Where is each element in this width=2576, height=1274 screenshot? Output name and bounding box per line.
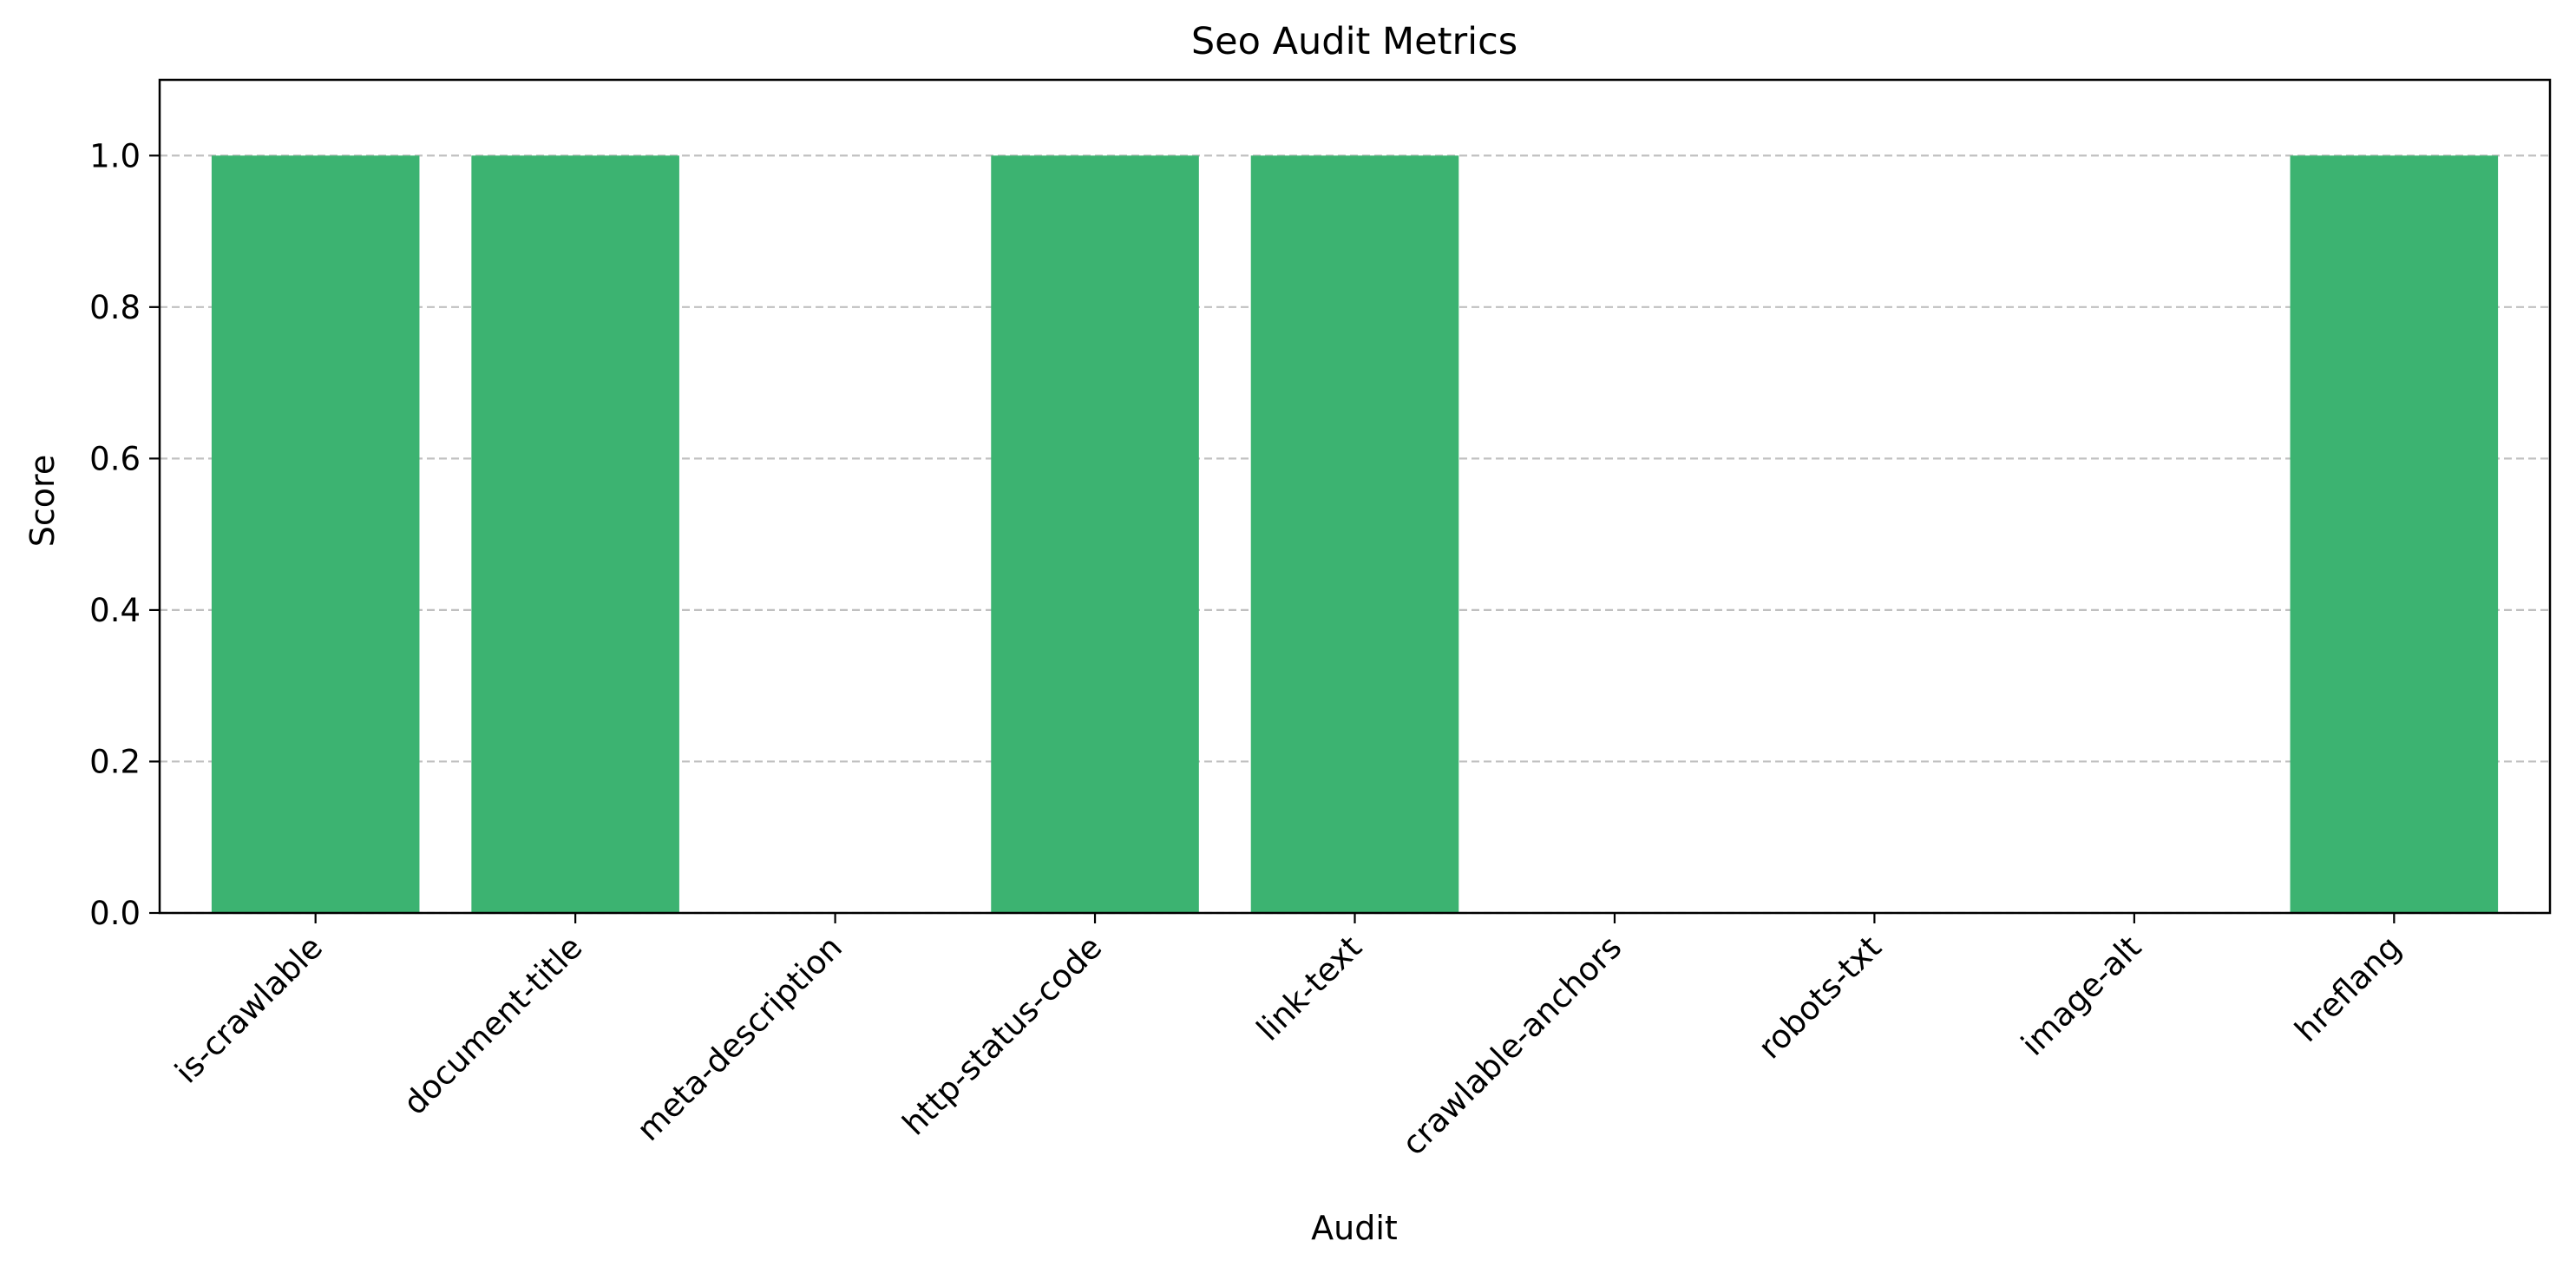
chart-title: Seo Audit Metrics	[1191, 20, 1517, 63]
bar-is-crawlable	[211, 155, 420, 914]
y-tick-label: 0.8	[89, 289, 141, 326]
y-tick-label: 0.2	[89, 743, 141, 780]
x-axis-label: Audit	[1311, 1209, 1398, 1247]
bar-http-status-code	[991, 155, 1199, 914]
bar-document-title	[471, 155, 679, 914]
y-tick-label: 1.0	[89, 137, 141, 174]
y-tick-label: 0.4	[89, 592, 141, 629]
bar-hreflang	[2290, 155, 2499, 914]
bar-link-text	[1250, 155, 1459, 914]
y-axis-label: Score	[23, 455, 62, 547]
y-tick-label: 0.6	[89, 440, 141, 477]
y-tick-label: 0.0	[89, 895, 141, 932]
bars	[211, 155, 2499, 914]
